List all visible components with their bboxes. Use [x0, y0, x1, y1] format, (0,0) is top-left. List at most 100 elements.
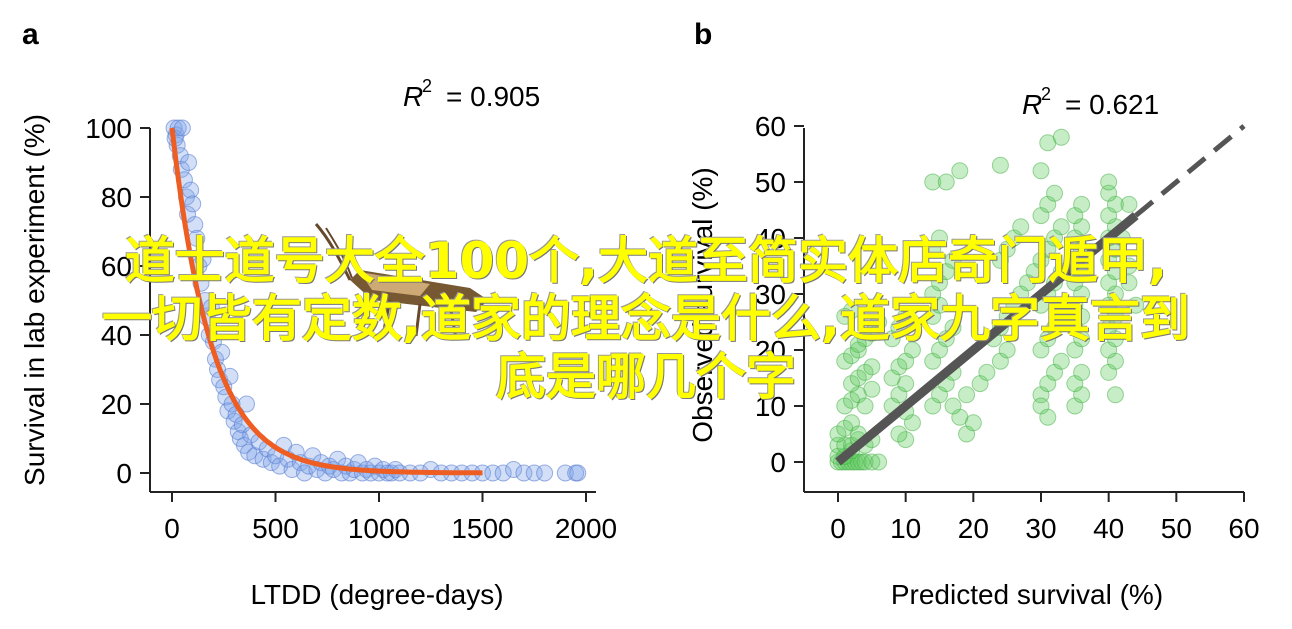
insect-wing: [360, 272, 430, 296]
panel-b-y-tick-label: 60: [755, 111, 786, 142]
panel-b-point: [843, 375, 861, 393]
panel-b-point: [843, 302, 861, 320]
panel-b-point: [863, 453, 881, 471]
panel-a-point: [202, 298, 220, 316]
panel-b-point: [998, 341, 1016, 359]
insect-antenna-2: [325, 227, 353, 279]
panel-b-point: [1032, 162, 1050, 180]
panel-a-y-tick-label: 60: [101, 251, 132, 282]
panel-b-point: [870, 313, 888, 331]
panel-b-point: [836, 352, 854, 370]
panel-b-y-tick-label: 30: [755, 279, 786, 310]
panel-a-point: [173, 119, 191, 137]
panel-a-r2-superscript: 2: [422, 76, 432, 96]
panel-b-points: [829, 128, 1145, 471]
panel-b-x-tick-label: 10: [890, 513, 921, 544]
panel-b: b R 2 = 0.621 Observed survival (%) Pred…: [687, 18, 1260, 610]
panel-b-extrapolation-line: [1134, 124, 1246, 218]
panel-b-point: [924, 173, 942, 191]
panel-b-point: [870, 453, 888, 471]
panel-b-point: [829, 425, 847, 443]
panel-a-x-axis-label: LTDD (degree-days): [250, 579, 503, 610]
panel-a-r2-value: = 0.905: [446, 81, 540, 112]
panel-a-y-tick-label: 80: [101, 182, 132, 213]
panel-b-point: [863, 358, 881, 376]
panel-b-point: [856, 397, 874, 415]
panel-b-point: [1052, 352, 1070, 370]
panel-a-x-ticks: 0 500 1000 1500 2000: [164, 492, 617, 544]
panel-a-x-tick-label: 1500: [451, 513, 513, 544]
panel-a-point: [515, 464, 533, 482]
panel-a-points: [165, 119, 587, 482]
panel-b-point: [1127, 296, 1145, 314]
panel-a-y-tick-label: 0: [116, 458, 132, 489]
panel-a-point: [194, 250, 212, 268]
panel-b-point: [1012, 218, 1030, 236]
panel-b-label: b: [694, 18, 712, 51]
panel-a-point: [225, 412, 243, 430]
panel-b-point: [849, 369, 867, 387]
panel-b-point: [1106, 386, 1124, 404]
panel-b-point: [944, 251, 962, 269]
panel-b-fit-line: [835, 212, 1139, 466]
panel-a-point: [556, 464, 574, 482]
panel-b-point: [931, 229, 948, 247]
panel-b-point: [863, 380, 881, 398]
panel-b-y-tick-label: 0: [770, 447, 786, 478]
panel-b-x-tick-label: 30: [1025, 513, 1056, 544]
panel-b-point: [903, 341, 921, 359]
insect-leg-2: [414, 303, 422, 337]
panel-b-x-tick-label: 60: [1228, 513, 1259, 544]
panel-b-point: [856, 330, 874, 348]
panel-a-point: [182, 181, 200, 199]
panel-b-point: [1120, 274, 1138, 292]
panel-a-x-tick-label: 2000: [555, 513, 617, 544]
panel-b-point: [849, 335, 867, 353]
panel-a-x-tick-label: 500: [252, 513, 299, 544]
panel-a-y-tick-label: 100: [85, 113, 132, 144]
panel-a-axes: [149, 128, 596, 493]
panel-b-x-axis-label: Predicted survival (%): [891, 579, 1163, 610]
panel-a-x-tick-label: 0: [164, 513, 180, 544]
panel-b-y-tick-label: 10: [755, 391, 786, 422]
panel-b-r2-value: = 0.621: [1065, 89, 1159, 120]
panel-b-point: [1100, 173, 1118, 191]
panel-b-point: [944, 397, 962, 415]
panel-b-point: [1052, 128, 1070, 146]
panel-a-point: [505, 461, 523, 479]
panel-b-point: [1120, 195, 1138, 213]
panel-b-y-ticks: 0 10 20 30 40 50 60: [755, 111, 804, 478]
panel-b-point: [991, 156, 1009, 174]
panel-a-y-ticks: 0 20 40 60 80 100: [85, 113, 150, 489]
panel-b-r2-symbol: R: [1022, 89, 1042, 120]
panel-a-point: [188, 229, 206, 247]
panel-b-axes: [803, 128, 1244, 493]
panel-b-point: [958, 386, 976, 404]
panel-b-x-tick-label: 50: [1161, 513, 1192, 544]
panel-a-point: [184, 195, 202, 213]
panel-b-point: [937, 173, 955, 191]
panel-b-y-tick-label: 50: [755, 167, 786, 198]
panel-a-point: [525, 464, 543, 482]
panel-b-point: [978, 363, 996, 381]
panel-a-y-tick-label: 20: [101, 389, 132, 420]
panel-b-point: [890, 358, 908, 376]
insect-antenna-1: [314, 223, 352, 281]
panel-b-y-tick-label: 20: [755, 335, 786, 366]
panel-b-x-tick-label: 40: [1093, 513, 1124, 544]
insect-leg-1: [382, 299, 392, 331]
panel-b-point: [856, 453, 874, 471]
panel-a-point: [180, 154, 198, 171]
panel-a-point: [494, 464, 512, 482]
panel-b-point: [1052, 307, 1070, 325]
insect-leg-3: [448, 305, 458, 339]
panel-a-x-tick-label: 1000: [348, 513, 410, 544]
panel-b-point: [1046, 184, 1064, 202]
panel-a-point: [536, 464, 554, 482]
panel-b-x-tick-label: 0: [830, 513, 846, 544]
panel-b-point: [1073, 363, 1091, 381]
panel-b-y-axis-label: Observed survival (%): [687, 167, 718, 442]
panel-b-point: [897, 431, 915, 449]
panel-b-point: [1073, 195, 1091, 213]
